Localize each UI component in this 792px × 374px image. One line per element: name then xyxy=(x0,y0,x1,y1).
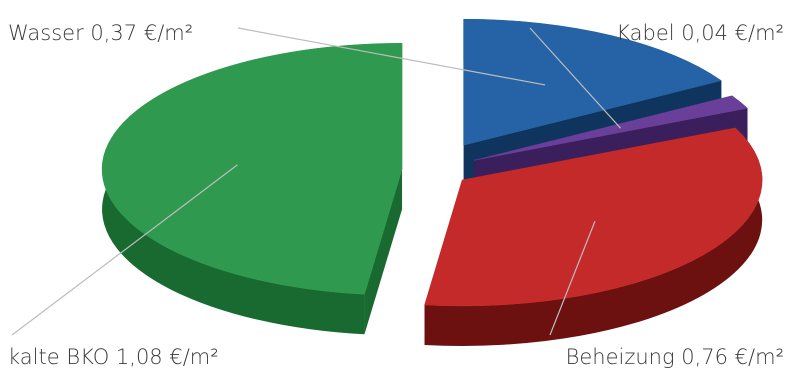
slice-label-beheizung: Beheizung 0,76 €/m² xyxy=(566,345,784,369)
slice-labels: Wasser 0,37 €/m² Kabel 0,04 €/m² Beheizung… xyxy=(8,21,784,369)
leader-lines xyxy=(11,27,621,336)
slice-label-wasser: Wasser 0,37 €/m² xyxy=(8,21,193,45)
pie-slice-kalte-bko xyxy=(101,43,403,335)
leader-line-kabel xyxy=(529,27,621,129)
slice-label-kalte-bko: kalte BKO 1,08 €/m² xyxy=(8,345,219,369)
pie-slice-beheizung xyxy=(424,127,763,346)
slice-label-kabel: Kabel 0,04 €/m² xyxy=(616,21,784,45)
pie-slices xyxy=(101,18,763,346)
leader-line-wasser xyxy=(237,27,546,86)
leader-line-kalte-bko xyxy=(11,164,238,336)
leader-line-beheizung xyxy=(549,220,596,336)
